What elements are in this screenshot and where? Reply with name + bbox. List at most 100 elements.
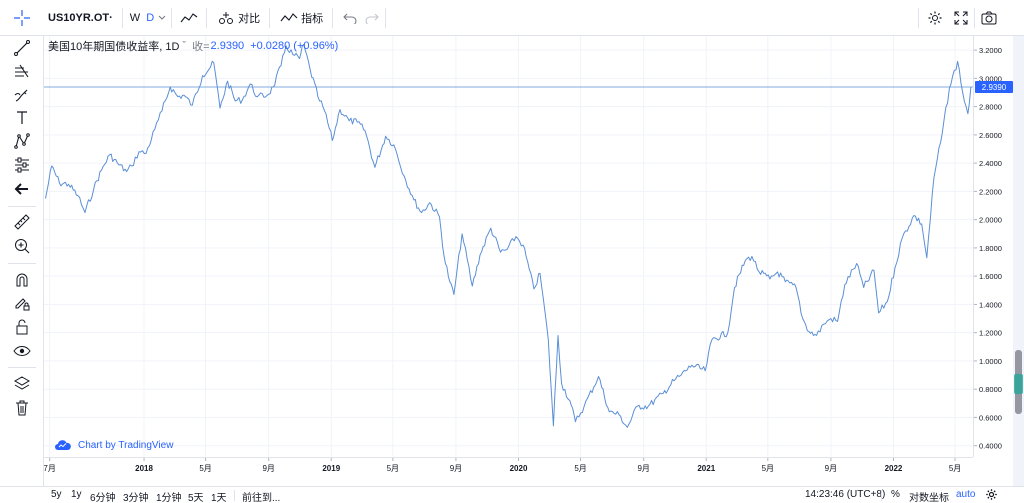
- top-toolbar: US10YR.OT· W D 对比 指标: [0, 0, 1024, 36]
- line-chart-icon[interactable]: [179, 8, 199, 28]
- time-tick-label: 9月: [825, 464, 837, 473]
- toolbar-divider: [385, 7, 387, 28]
- text-icon[interactable]: [10, 107, 34, 129]
- toolbar-divider: [206, 7, 208, 28]
- trash-icon[interactable]: [10, 397, 34, 419]
- range-1m[interactable]: 1分钟: [156, 493, 182, 503]
- zoom-in-icon[interactable]: [10, 235, 34, 257]
- range-5y[interactable]: 5y: [51, 489, 62, 500]
- time-axis[interactable]: 7月 2018 5月 9月 2019 5月 9月 2020 5月 9月 2021 5月 9月 2022 5月: [44, 457, 973, 486]
- watermark-text: Chart by TradingView: [78, 439, 174, 451]
- price-chart[interactable]: [44, 36, 973, 457]
- toolbar-divider: [881, 490, 882, 501]
- drawing-toolbar: [0, 36, 44, 486]
- magnet-icon[interactable]: [10, 269, 34, 291]
- price-tick-label: 1.4000: [979, 300, 1002, 309]
- last-price-value: 2.9390: [982, 83, 1007, 92]
- range-3m[interactable]: 3分钟: [123, 493, 149, 503]
- legend-close-value: 2.9390: [210, 40, 245, 52]
- time-tick-label: 5月: [574, 464, 586, 473]
- price-tick-label: 0.6000: [979, 413, 1002, 422]
- time-tick-label: 9月: [262, 464, 274, 473]
- fullscreen-icon[interactable]: [950, 0, 972, 36]
- time-tick-label: 2020: [510, 464, 528, 473]
- tradingview-watermark[interactable]: Chart by TradingView: [54, 439, 173, 451]
- tradingview-cloud-icon: [55, 440, 71, 450]
- scroll-marker: [1014, 374, 1023, 394]
- range-1y[interactable]: 1y: [71, 489, 82, 500]
- gear-icon[interactable]: [985, 488, 998, 503]
- auto-scale-toggle[interactable]: auto: [956, 489, 976, 500]
- range-5d[interactable]: 5天: [188, 493, 204, 503]
- compare-label: 对比: [238, 12, 261, 25]
- timezone-clock[interactable]: 14:23:46 (UTC+8): [805, 489, 886, 500]
- price-tick-label: 3.0000: [979, 74, 1002, 83]
- price-tick-label: 1.6000: [979, 272, 1002, 281]
- time-tick-label: 9月: [637, 464, 649, 473]
- arrow-left-icon[interactable]: [10, 178, 34, 200]
- goto-date-button[interactable]: 前往到...: [242, 493, 281, 503]
- last-price-label: 2.9390: [975, 81, 1013, 94]
- time-tick-label: 2021: [697, 464, 715, 473]
- toolbar-divider: [269, 7, 271, 28]
- price-tick-label: 2.6000: [979, 131, 1002, 140]
- legend-title[interactable]: 美国10年期国债收益率, 1D: [48, 41, 180, 53]
- compare-button[interactable]: 对比: [210, 0, 266, 36]
- symbol-search[interactable]: US10YR.OT·: [48, 11, 113, 24]
- chevron-down-icon[interactable]: [156, 8, 168, 28]
- undo-icon[interactable]: [340, 8, 360, 28]
- price-tick-label: 2.4000: [979, 159, 1002, 168]
- legend-change: +0.0280 (+0.96%): [250, 40, 339, 52]
- fork-lines-icon[interactable]: [10, 60, 34, 82]
- legend-close-label: 收=: [192, 41, 210, 53]
- price-tick-label: 3.2000: [979, 46, 1002, 55]
- price-axis[interactable]: 0.4000 0.6000 0.8000 1.0000 1.2000 1.4000 1.60…: [973, 36, 1013, 457]
- eye-icon[interactable]: [10, 340, 34, 362]
- grid: [44, 36, 973, 457]
- toolbar-divider: [8, 263, 36, 264]
- interval-w[interactable]: W: [129, 11, 141, 24]
- percent-toggle[interactable]: %: [891, 489, 900, 500]
- indicators-icon: [279, 8, 299, 28]
- time-tick-label: 2022: [885, 464, 903, 473]
- brush-icon[interactable]: [10, 84, 34, 106]
- toolbar-divider: [171, 7, 173, 28]
- ruler-icon[interactable]: [10, 211, 34, 233]
- camera-icon[interactable]: [978, 0, 1000, 36]
- redo-icon[interactable]: [362, 8, 382, 28]
- range-1d[interactable]: 1天: [211, 493, 227, 503]
- projection-icon[interactable]: [10, 154, 34, 176]
- gear-icon[interactable]: [924, 0, 946, 36]
- range-6m[interactable]: 6分钟: [90, 493, 116, 503]
- time-tick-label: 2019: [322, 464, 340, 473]
- chart-legend: 美国10年期国债收益率, 1D ˇ 收= 2.9390 +0.0280 (+0.…: [48, 38, 338, 54]
- legend-dropdown[interactable]: ˇ: [182, 40, 187, 52]
- price-tick-label: 1.8000: [979, 244, 1002, 253]
- pattern-icon[interactable]: [10, 130, 34, 152]
- crosshair-icon[interactable]: [12, 8, 32, 28]
- lock-icon[interactable]: [10, 316, 34, 338]
- time-tick-label: 5月: [387, 464, 399, 473]
- toolbar-divider: [8, 367, 36, 368]
- price-tick-label: 1.0000: [979, 357, 1002, 366]
- pencil-lock-icon[interactable]: [10, 292, 34, 314]
- bottom-toolbar: 5y 1y 6分钟 3分钟 1分钟 5天 1天 前往到... 14:23:46 …: [0, 486, 1024, 503]
- trend-line-icon[interactable]: [10, 37, 34, 59]
- series-line: [45, 44, 972, 428]
- price-tick-label: 0.4000: [979, 442, 1002, 451]
- price-axis-svg: 0.4000 0.6000 0.8000 1.0000 1.2000 1.4000 1.60…: [974, 46, 1013, 451]
- toolbar-divider: [8, 206, 36, 207]
- price-tick-label: 2.2000: [979, 187, 1002, 196]
- toolbar-divider: [121, 7, 123, 28]
- price-tick-label: 2.0000: [979, 216, 1002, 225]
- log-scale-toggle[interactable]: 对数坐标: [909, 493, 949, 503]
- toolbar-divider: [918, 8, 919, 28]
- interval-d[interactable]: D: [146, 11, 155, 24]
- toolbar-divider: [974, 8, 975, 28]
- chart-pane[interactable]: [44, 36, 973, 457]
- time-axis-svg: 7月 2018 5月 9月 2019 5月 9月 2020 5月 9月 2021 5月 9月 2022 5月: [44, 458, 961, 473]
- right-scrollbar[interactable]: [1013, 36, 1024, 486]
- indicators-button[interactable]: 指标: [273, 0, 329, 36]
- price-tick-label: 1.2000: [979, 329, 1002, 338]
- layers-icon[interactable]: [10, 373, 34, 395]
